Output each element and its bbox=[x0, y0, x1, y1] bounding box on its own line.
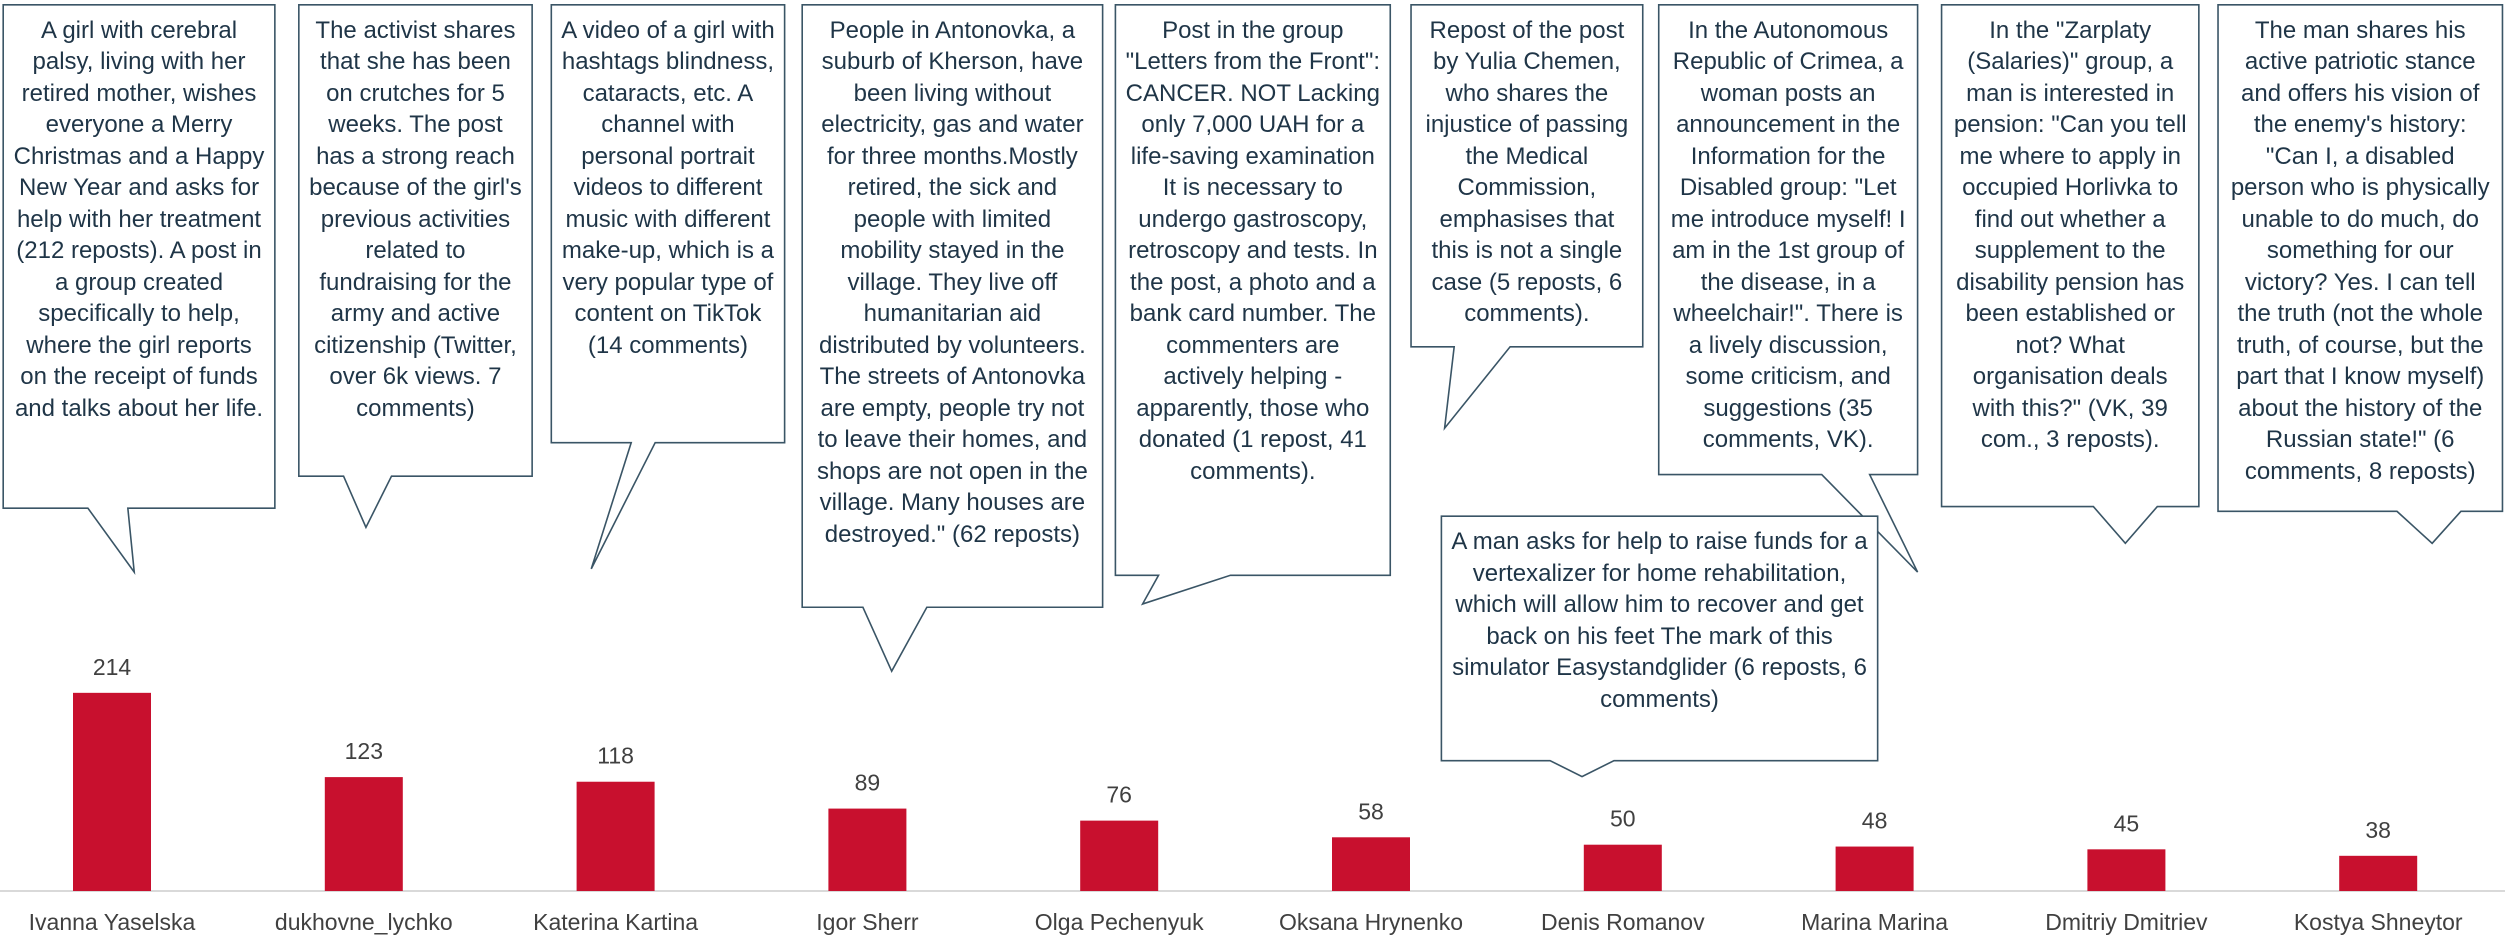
x-tick-label: Katerina Kartina bbox=[533, 909, 698, 935]
callout-text: A girl with cerebral palsy, living with … bbox=[13, 16, 265, 422]
bar bbox=[324, 777, 403, 891]
value-label: 58 bbox=[1358, 798, 1384, 824]
callout-shape bbox=[1940, 3, 2200, 545]
callout-shape bbox=[1410, 3, 1644, 431]
value-label: 123 bbox=[345, 738, 383, 764]
callout-shape bbox=[2217, 3, 2504, 545]
value-label: 45 bbox=[2114, 810, 2140, 836]
callout-text: A man asks for help to raise funds for a… bbox=[1451, 528, 1868, 713]
bar bbox=[576, 781, 655, 891]
x-tick-label: Marina Marina bbox=[1801, 909, 1948, 935]
value-label: 38 bbox=[2365, 817, 2391, 843]
callout-text: Post in the group "Letters from the Fron… bbox=[1125, 16, 1381, 485]
x-tick-label: Olga Pechenyuk bbox=[1035, 909, 1204, 935]
bar bbox=[1080, 820, 1159, 891]
x-tick-label: Dmitriy Dmitriev bbox=[2045, 909, 2208, 935]
callout-text: In the Autonomous Republic of Crimea, a … bbox=[1670, 16, 1906, 454]
x-tick-label: Igor Sherr bbox=[816, 909, 919, 935]
callout-shape bbox=[1114, 3, 1392, 606]
x-tick-label: Denis Romanov bbox=[1541, 909, 1705, 935]
x-tick-label: Kostya Shneytor bbox=[2294, 909, 2463, 935]
bar bbox=[1583, 844, 1662, 891]
callout-text: In the "Zarplaty (Salaries)" group, a ma… bbox=[1953, 16, 2187, 454]
value-label: 118 bbox=[597, 743, 634, 769]
callout-shape bbox=[298, 3, 533, 530]
value-label: 214 bbox=[93, 654, 132, 680]
bar bbox=[1835, 846, 1914, 891]
value-label: 48 bbox=[1862, 808, 1888, 834]
value-label: 50 bbox=[1610, 806, 1636, 832]
callout-text: Repost of the post by Yulia Chemen, who … bbox=[1425, 16, 1629, 328]
callout-text: The activist shares that she has been on… bbox=[309, 16, 522, 422]
callout-shape bbox=[801, 3, 1104, 673]
x-tick-label: dukhovne_lychko bbox=[275, 909, 453, 935]
bar bbox=[2339, 855, 2418, 891]
callout-shape bbox=[1440, 515, 1879, 778]
bar bbox=[828, 808, 907, 891]
callout-text: A video of a girl with hashtags blindnes… bbox=[561, 16, 775, 359]
bar bbox=[73, 692, 151, 891]
value-label: 76 bbox=[1106, 782, 1132, 808]
callout-text: The man shares his active patriotic stan… bbox=[2230, 16, 2490, 485]
value-label: 89 bbox=[855, 770, 881, 796]
callout-shape bbox=[550, 3, 786, 570]
bar bbox=[2087, 849, 2166, 891]
bar bbox=[1332, 837, 1410, 891]
x-tick-label: Ivanna Yaselska bbox=[29, 909, 196, 935]
callout-text: People in Antonovka, a suburb of Kherson… bbox=[816, 16, 1088, 548]
callout-shape bbox=[2, 3, 276, 575]
callout-shape bbox=[1657, 3, 1919, 573]
x-tick-label: Oksana Hrynenko bbox=[1279, 909, 1463, 935]
